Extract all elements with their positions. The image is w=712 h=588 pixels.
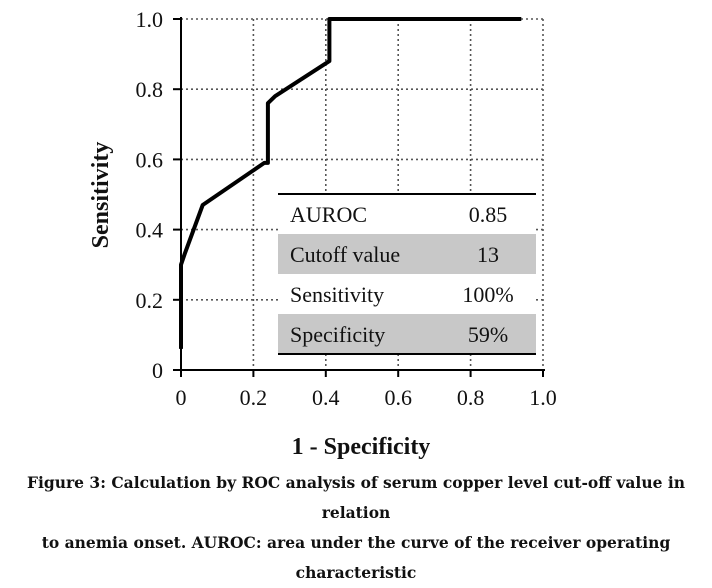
series [179,17,522,349]
caption-line-1: Figure 3: Calculation by ROC analysis of… [0,468,712,528]
caption-line-3: characteristic [295,563,417,582]
y-tick-label-0: 0 [152,358,163,383]
x-tick-label-3: 0.6 [384,385,412,410]
table-row-label-1: Cutoff value [290,242,400,267]
x-tick-label-2: 0.4 [312,385,340,410]
table-row-label-3: Specificity [290,322,385,347]
figure: AUROC 0.85 Cutoff value 13 Sensitivity 100% Sp… [27,7,685,582]
roc-curve-0 [179,17,522,349]
y-tick-label-3: 0.6 [136,147,164,172]
x-axis-title: 1 - Specificity [292,434,431,460]
x-tick-label-5: 1.0 [529,385,557,410]
y-tick-label-1: 0.2 [136,288,164,313]
table-row-value-1: 13 [477,242,499,267]
table-row-value-0: 0.85 [469,202,508,227]
figure-caption: Figure 3: Calculation by ROC analysis of… [0,468,712,588]
caption-text-1: : Calculation by ROC analysis of serum c… [100,473,686,522]
y-tick-label-2: 0.4 [136,218,164,243]
y-axis-title: Sensitivity [88,142,114,249]
x-tick-label-1: 0.2 [240,385,268,410]
table-row-label-0: AUROC [290,202,367,227]
y-tick-label-5: 1.0 [136,7,164,32]
table-row-value-3: 59% [468,322,508,347]
tick-labels: 0 0.2 0.4 0.6 0.8 1.0 0 0.2 0.4 0.6 0.8 1.0 [136,7,557,410]
table-row-bg-2 [278,274,536,314]
stats-table: AUROC 0.85 Cutoff value 13 Sensitivity 100% Sp… [278,193,536,355]
roc-chart: AUROC 0.85 Cutoff value 13 Sensitivity 100% Sp… [88,7,557,460]
x-tick-label-4: 0.8 [457,385,485,410]
x-tick-label-0: 0 [176,385,187,410]
table-row-value-2: 100% [462,282,513,307]
table-row-bg-0 [278,194,536,234]
axes [173,17,545,377]
y-tick-label-4: 0.8 [136,77,164,102]
table-row-bg-1 [278,234,536,274]
caption-line-2: to anemia onset. AUROC: area under the c… [41,533,671,552]
table-row-bg-3 [278,314,536,354]
caption-prefix: Figure 3 [26,473,101,492]
table-row-label-2: Sensitivity [290,282,384,307]
